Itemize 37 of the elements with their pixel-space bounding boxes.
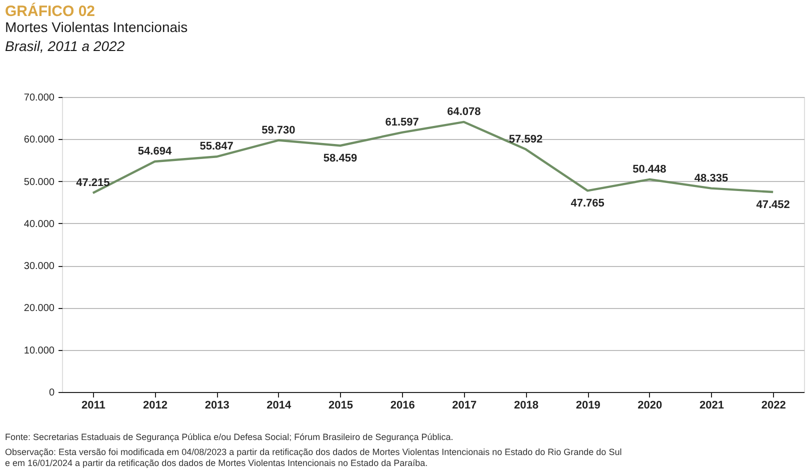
data-label: 47.215 [76, 177, 110, 190]
y-tick-label: 0 [48, 388, 55, 398]
y-tick-label: 50.000 [24, 176, 55, 188]
data-label: 61.597 [385, 116, 419, 128]
y-tick-label: 60.000 [24, 134, 55, 146]
y-tick-label: 30.000 [24, 261, 55, 272]
x-tick-label: 2011 [81, 400, 106, 412]
x-tick-label: 2014 [266, 400, 292, 412]
chart-subtitle: Brasil, 2011 a 2022 [5, 38, 125, 54]
data-label: 48.335 [694, 172, 728, 184]
y-tick-label: 10.000 [24, 345, 55, 356]
y-tick-label: 20.000 [24, 303, 55, 314]
y-tick-label: 40.000 [24, 218, 55, 230]
data-label: 58.459 [323, 152, 358, 165]
data-label: 50.448 [632, 163, 666, 176]
data-label: 54.694 [138, 146, 172, 158]
x-tick-label: 2022 [761, 400, 786, 412]
x-tick-label: 2015 [328, 400, 353, 412]
data-label: 64.078 [447, 106, 481, 118]
x-tick-label: 2019 [576, 400, 600, 412]
x-tick-label: 2012 [143, 400, 168, 412]
text: GRÁFICO 02 [5, 2, 96, 20]
x-tick-label: 2016 [390, 400, 415, 412]
x-tick-label: 2013 [204, 400, 230, 412]
data-label: 57.592 [508, 133, 543, 146]
data-label: 47.452 [756, 199, 790, 212]
x-tick-label: 2021 [700, 400, 724, 412]
chart-title: Mortes Violentas Intencionais [5, 19, 188, 35]
x-tick-label: 2018 [514, 400, 538, 412]
text: Observação: Esta versão foi modificada em 04/08/2023 a partir da retificação dos dados de Mortes Violentas Intencionais no Estado do Rio Grande do Sul e em 16/01/2024 a partir da retificação dos dados de Mortes Violentas Intencionais no Estado da Paraíba. [5, 447, 622, 468]
data-label: 59.730 [262, 124, 296, 136]
data-label: 47.765 [570, 198, 604, 210]
x-tick-label: 2020 [638, 400, 662, 412]
x-tick-label: 2017 [452, 400, 477, 412]
source-note: Fonte: Secretarias Estaduais de Segurança Pública e/ou Defesa Social; Fórum Brasileiro de Segurança Pública. [5, 432, 454, 442]
data-label: 55.847 [200, 140, 234, 153]
y-tick-label: 70.000 [24, 92, 55, 104]
